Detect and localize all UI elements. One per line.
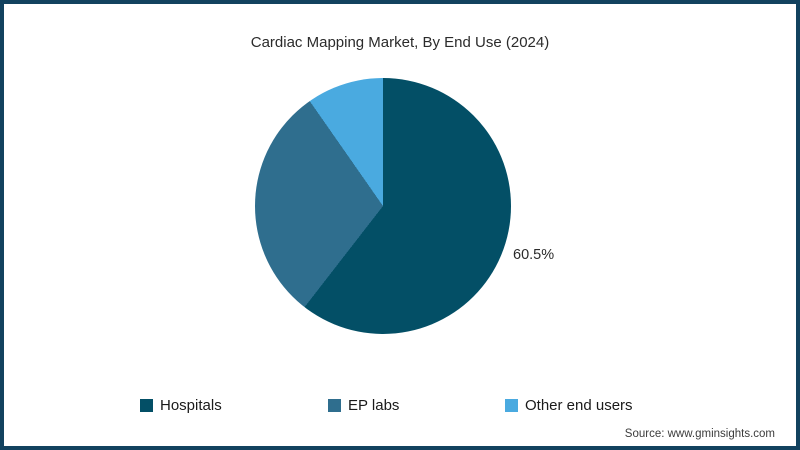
pie-chart: 60.5% [4,4,796,446]
legend-swatch-other-end-users [505,399,518,412]
source-credit: Source: www.gminsights.com [624,428,775,440]
legend-item-ep-labs: EP labs [328,397,399,414]
pie-graphic [255,78,511,334]
legend-label-other-end-users: Other end users [525,397,633,414]
legend-item-hospitals: Hospitals [140,397,222,414]
legend-swatch-hospitals [140,399,153,412]
legend-swatch-ep-labs [328,399,341,412]
chart-title: Cardiac Mapping Market, By End Use (2024… [250,34,550,51]
legend-label-ep-labs: EP labs [348,397,400,414]
legend: Hospitals EP labs Other end users [4,397,796,415]
hospitals-slice-label: 60.5% [513,247,555,263]
legend-label-hospitals: Hospitals [160,397,222,414]
legend-item-other-end-users: Other end users [505,397,633,414]
